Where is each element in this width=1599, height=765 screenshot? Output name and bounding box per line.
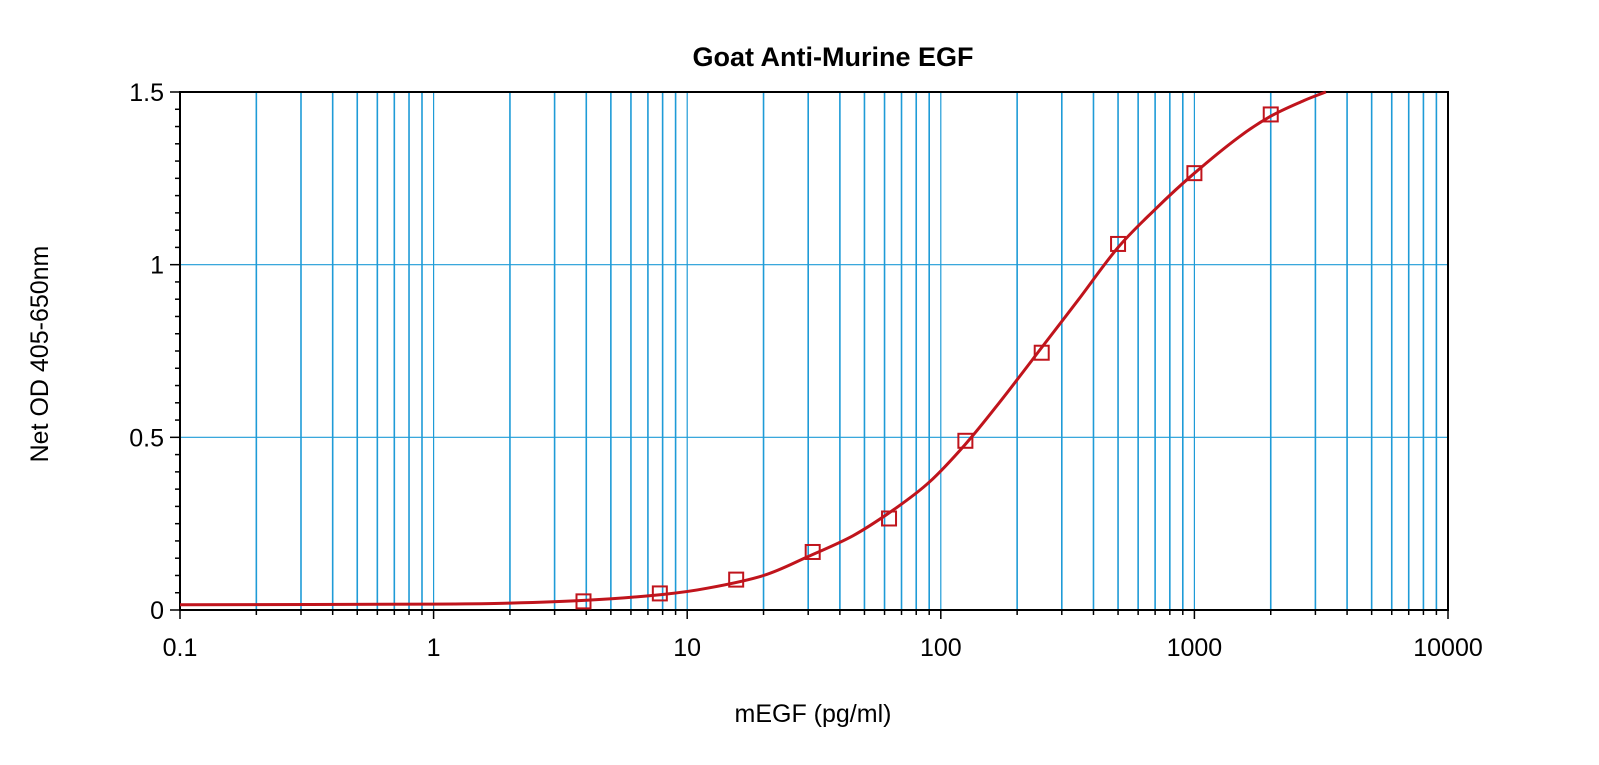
data-point [728,571,745,588]
data-point [575,593,592,610]
data-point [1262,106,1279,123]
data-point [1110,235,1127,252]
y-tick-label: 1.5 [129,79,164,107]
chart-title: Goat Anti-Murine EGF [693,42,974,72]
y-tick-label: 1 [150,252,164,280]
y-tick-label: 0.5 [129,424,164,452]
x-tick-label: 1000 [1167,634,1223,662]
marker-layer [575,106,1279,610]
x-axis-title: mEGF (pg/ml) [735,700,892,728]
data-point [957,432,974,449]
grid-layer [180,92,1448,610]
axis-layer [170,91,1449,619]
x-tick-label: 10 [673,634,701,662]
x-tick-label: 0.1 [163,634,198,662]
x-tick-label: 100 [920,634,962,662]
y-axis-title: Net OD 405-650nm [26,246,54,463]
data-point [1033,344,1050,361]
plot-frame [179,91,1449,611]
data-point [1186,165,1203,182]
tick-label-layer: 0.1 1 10 100 1000 10000 0 0.5 1 1.5 [129,79,1483,662]
data-point [881,510,898,527]
fit-curve [179,90,1327,607]
data-point [804,543,821,560]
x-tick-label: 1 [427,634,441,662]
y-tick-label: 0 [150,597,164,625]
fit-curve-layer [179,90,1327,607]
data-point [651,585,668,602]
x-tick-label: 10000 [1413,634,1483,662]
